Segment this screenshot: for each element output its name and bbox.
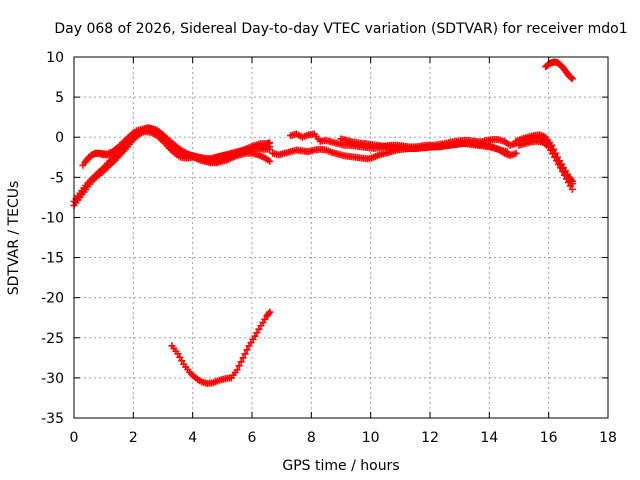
y-tick-label: -35	[41, 411, 64, 427]
data-point	[568, 75, 576, 83]
data-point	[266, 139, 274, 147]
data-point	[266, 157, 274, 165]
y-tick-label: 0	[55, 130, 64, 146]
y-tick-label: -25	[41, 331, 64, 347]
data-point	[235, 362, 243, 370]
data-point	[266, 308, 274, 316]
grid-lines	[74, 57, 608, 418]
data-point	[239, 354, 247, 362]
x-tick-label: 16	[540, 430, 558, 446]
data-point	[512, 149, 520, 157]
data-point	[555, 157, 563, 165]
x-tick-label: 4	[188, 430, 197, 446]
y-tick-label: 5	[55, 90, 64, 106]
series-low-arc	[168, 308, 274, 388]
series-main-band-3	[79, 124, 274, 169]
data-point	[551, 149, 559, 157]
data-point	[567, 74, 575, 82]
plot-frame	[73, 56, 609, 419]
data-point	[241, 350, 249, 358]
y-tick-label: -30	[41, 371, 64, 387]
x-tick-label: 10	[362, 430, 380, 446]
x-tick-label: 14	[480, 430, 498, 446]
data-points	[70, 58, 576, 388]
data-point	[265, 309, 273, 317]
series-late-band-3	[521, 134, 576, 188]
data-point	[503, 148, 511, 156]
y-axis-label: SDTVAR / TECUs	[6, 181, 22, 296]
data-point	[243, 346, 251, 354]
y-tick-label: 10	[46, 50, 64, 66]
series-main-band-4	[82, 128, 274, 167]
x-tick-label: 0	[70, 430, 79, 446]
series-high-arc	[542, 58, 576, 83]
x-tick-label: 2	[129, 430, 138, 446]
x-tick-label: 18	[599, 430, 617, 446]
data-point	[237, 358, 245, 366]
series-late-band-2	[515, 137, 576, 193]
data-point	[266, 145, 274, 153]
y-tick-label: -15	[41, 251, 64, 267]
x-tick-label: 8	[307, 430, 316, 446]
x-tick-label: 12	[421, 430, 439, 446]
axes: 0 2 4 6 8 10 12 14 16 18 -35 -30 -25 -20 -15 -10 -5 0 5 10	[41, 50, 617, 446]
chart-title: Day 068 of 2026, Sidereal Day-to-day VTE…	[54, 21, 627, 37]
y-tick-label: -20	[41, 291, 64, 307]
y-tick-label: -10	[41, 210, 64, 226]
data-point	[568, 180, 576, 188]
data-point	[233, 366, 241, 374]
y-tick-label: -5	[50, 170, 64, 186]
x-axis-label: GPS time / hours	[282, 458, 399, 474]
data-point	[553, 153, 561, 161]
series-mid-band-3	[337, 135, 511, 156]
x-tick-label: 6	[248, 430, 257, 446]
